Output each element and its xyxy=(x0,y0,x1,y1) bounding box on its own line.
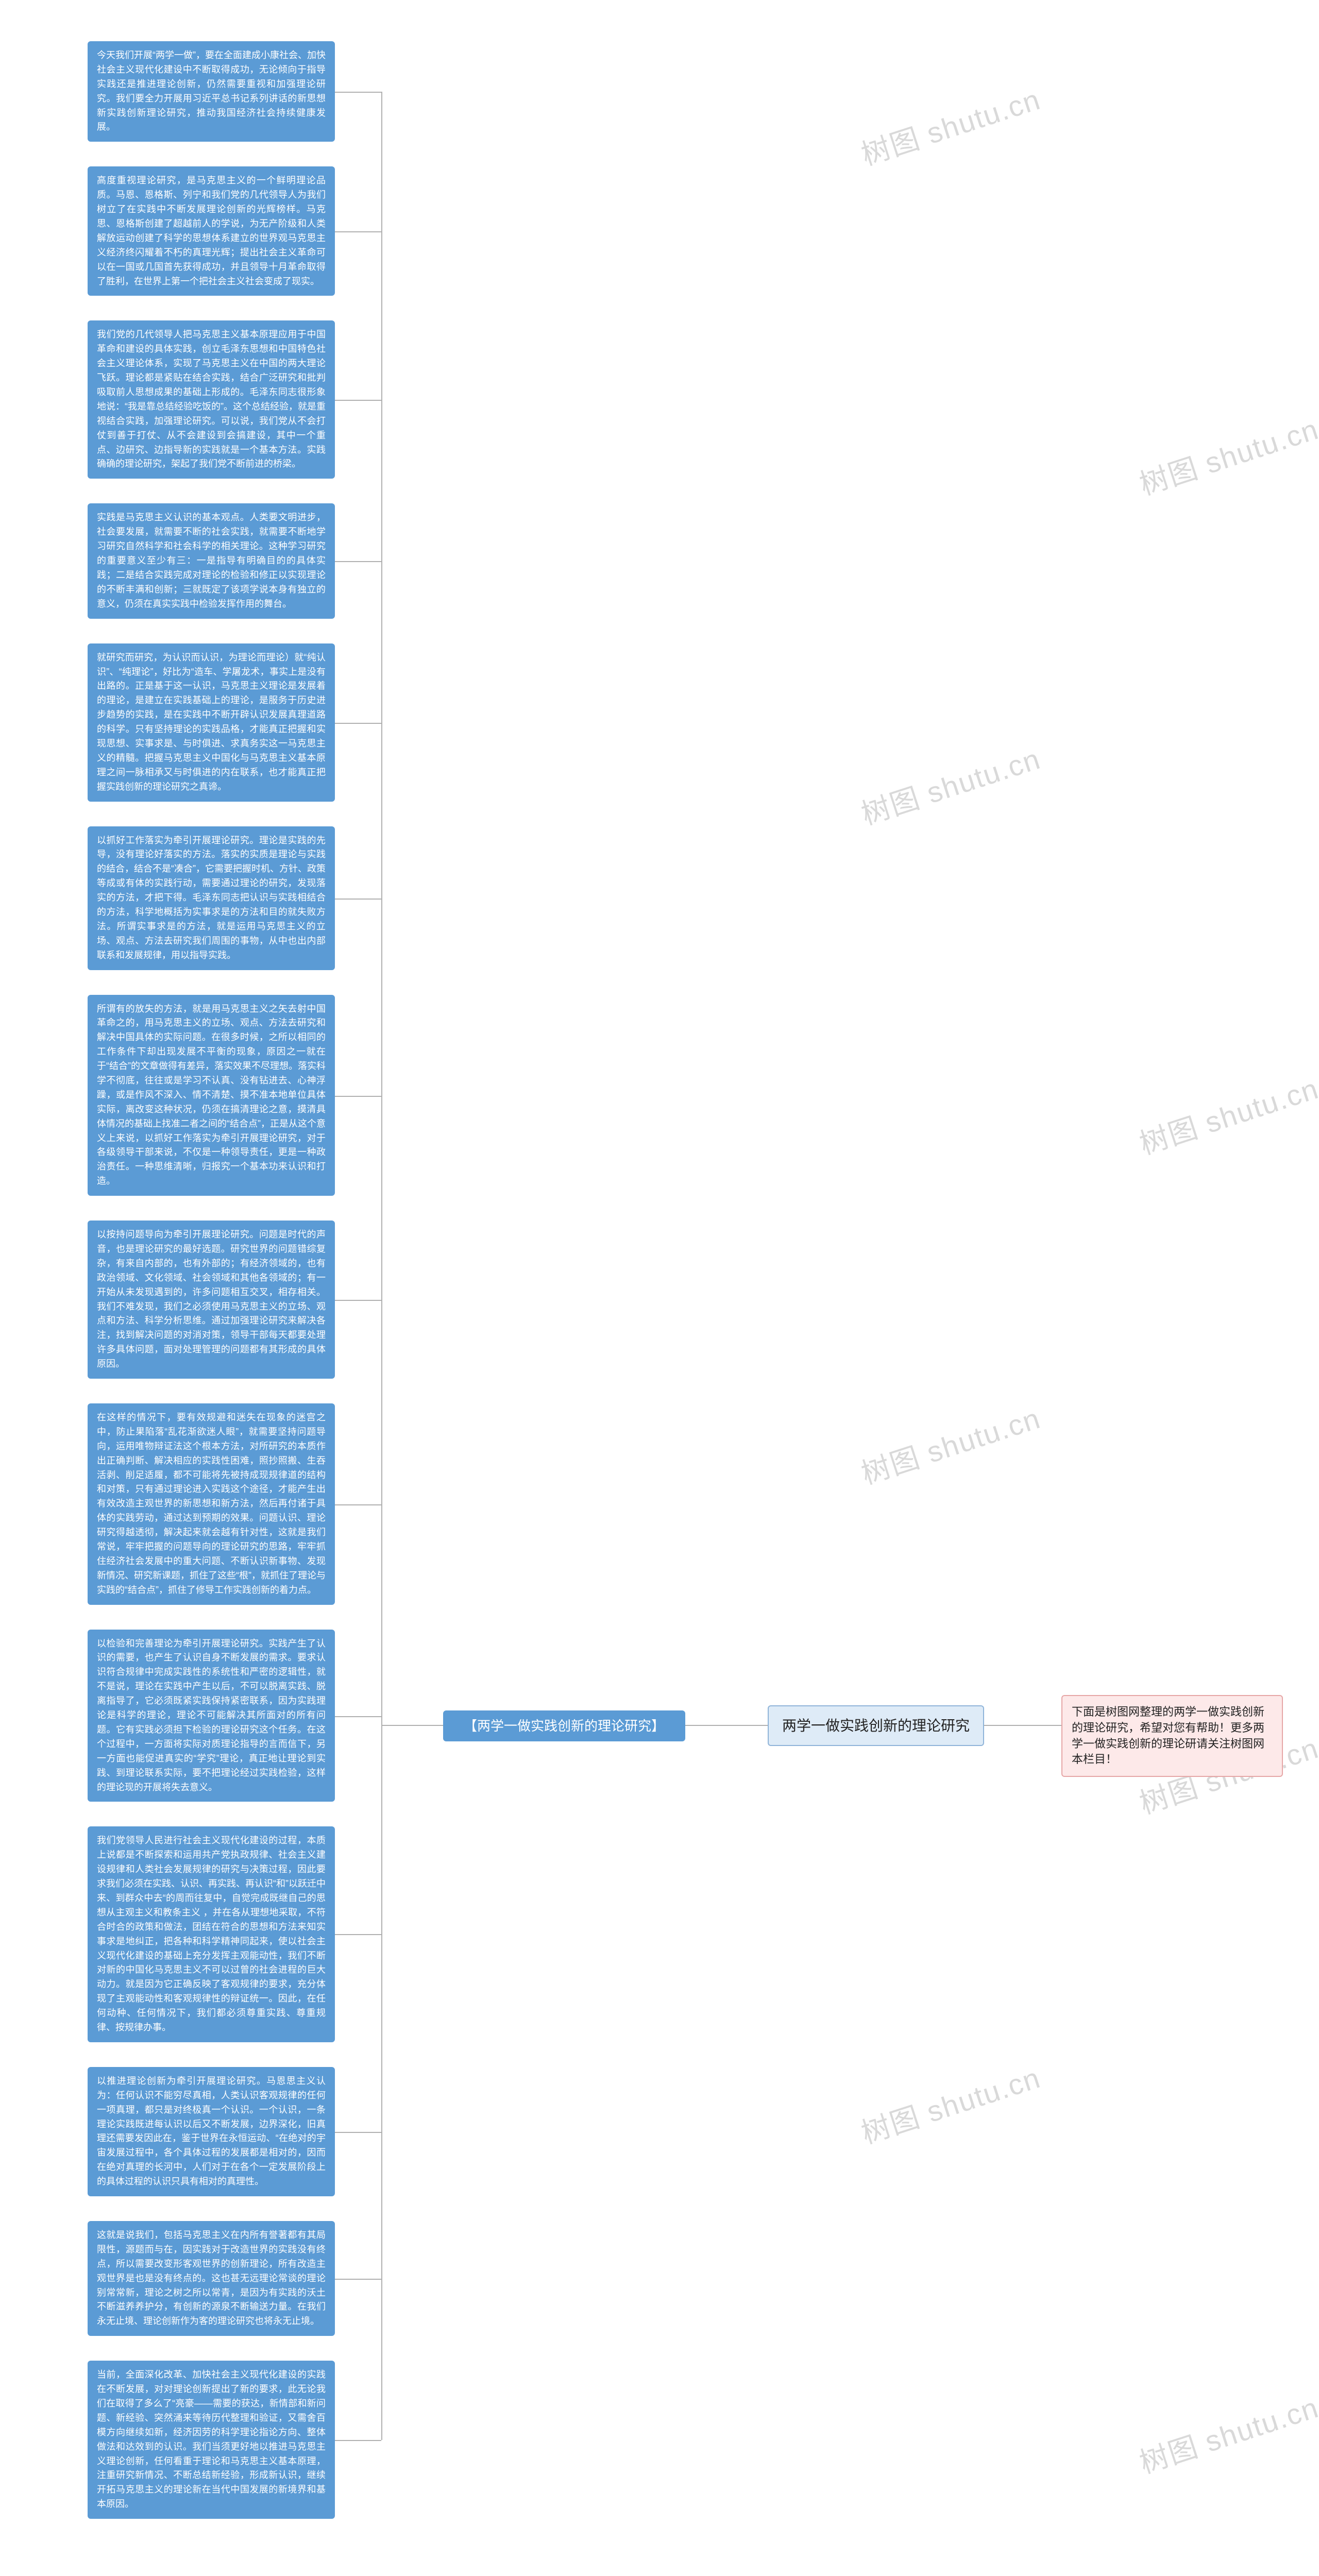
root-node[interactable]: 两学一做实践创新的理论研究 xyxy=(768,1705,984,1746)
connector-line xyxy=(381,92,382,2440)
connector-line xyxy=(335,723,381,724)
section-title-node[interactable]: 【两学一做实践创新的理论研究】 xyxy=(443,1710,685,1741)
connector-line xyxy=(381,1725,443,1726)
connector-line xyxy=(335,231,381,232)
connector-line xyxy=(335,2279,381,2280)
connector-line xyxy=(335,2440,381,2441)
paragraph-node[interactable]: 以推进理论创新为牵引开展理论研究。马恩思主义认为：任何认识不能穷尽真相，人类认识… xyxy=(88,2067,335,2196)
watermark: 树图 shutu.cn xyxy=(855,736,1045,833)
paragraph-node[interactable]: 高度重视理论研究，是马克思主义的一个鲜明理论品质。马恩、恩格斯、列宁和我们党的几… xyxy=(88,166,335,296)
watermark: 树图 shutu.cn xyxy=(855,2055,1045,2152)
watermark: 树图 shutu.cn xyxy=(855,76,1045,174)
paragraph-node[interactable]: 所谓有的放失的方法，就是用马克思主义之矢去射中国革命之的，用马克思主义的立场、观… xyxy=(88,995,335,1196)
note-node[interactable]: 下面是树图网整理的两学一做实践创新的理论研究，希望对您有帮助！更多两学一做实践创… xyxy=(1061,1695,1283,1777)
paragraph-node[interactable]: 以检验和完善理论为牵引开展理论研究。实践产生了认识的需要，也产生了认识自身不断发… xyxy=(88,1630,335,1802)
paragraph-node[interactable]: 我们党的几代领导人把马克思主义基本原理应用于中国革命和建设的具体实践，创立毛泽东… xyxy=(88,320,335,479)
connector-line xyxy=(984,1725,1061,1726)
connector-line xyxy=(335,899,381,900)
left-paragraph-column: 今天我们开展“两学一做”，要在全面建成小康社会、加快社会主义现代化建设中不断取得… xyxy=(88,41,335,2519)
mindmap-canvas: 树图 shutu.cn 树图 shutu.cn 树图 shutu.cn 树图 s… xyxy=(0,0,1319,2576)
connector-line xyxy=(335,1504,381,1505)
connector-line xyxy=(335,1300,381,1301)
connector-line xyxy=(685,1725,768,1726)
watermark: 树图 shutu.cn xyxy=(1134,2384,1319,2482)
paragraph-node[interactable]: 当前，全面深化改革、加快社会主义现代化建设的实践在不断发展，对对理论创新提出了新… xyxy=(88,2361,335,2519)
watermark: 树图 shutu.cn xyxy=(855,1395,1045,1493)
paragraph-node[interactable]: 这就是说我们，包括马克思主义在内所有誉著都有其局限性，源题而与在，因实践对于改造… xyxy=(88,2221,335,2336)
paragraph-node[interactable]: 实践是马克思主义认识的基本观点。人类要文明进步，社会要发展，就需要不断的社会实践… xyxy=(88,503,335,618)
paragraph-node[interactable]: 以按持问题导向为牵引开展理论研究。问题是时代的声音，也是理论研究的最好选题。研究… xyxy=(88,1221,335,1379)
connector-line xyxy=(335,400,381,401)
connector-line xyxy=(335,1096,381,1097)
connector-line xyxy=(335,2132,381,2133)
paragraph-node[interactable]: 以抓好工作落实为牵引开展理论研究。理论是实践的先导，没有理论好落实的方法。落实的… xyxy=(88,826,335,970)
connector-line xyxy=(335,1716,381,1717)
paragraph-node[interactable]: 在这样的情况下，要有效规避和迷失在现象的迷宫之中，防止果陷落“乱花渐欲迷人眼”，… xyxy=(88,1403,335,1605)
paragraph-node[interactable]: 今天我们开展“两学一做”，要在全面建成小康社会、加快社会主义现代化建设中不断取得… xyxy=(88,41,335,142)
connector-line xyxy=(335,92,381,93)
paragraph-node[interactable]: 就研究而研究，为认识而认识，为理论而理论）就“纯认识”、“纯理论”，好比为“造车… xyxy=(88,643,335,802)
connector-line xyxy=(335,1934,381,1935)
watermark: 树图 shutu.cn xyxy=(1134,1065,1319,1163)
watermark: 树图 shutu.cn xyxy=(1134,406,1319,503)
paragraph-node[interactable]: 我们党领导人民进行社会主义现代化建设的过程，本质上说都是不断探索和运用共产党执政… xyxy=(88,1826,335,2042)
connector-line xyxy=(335,561,381,562)
